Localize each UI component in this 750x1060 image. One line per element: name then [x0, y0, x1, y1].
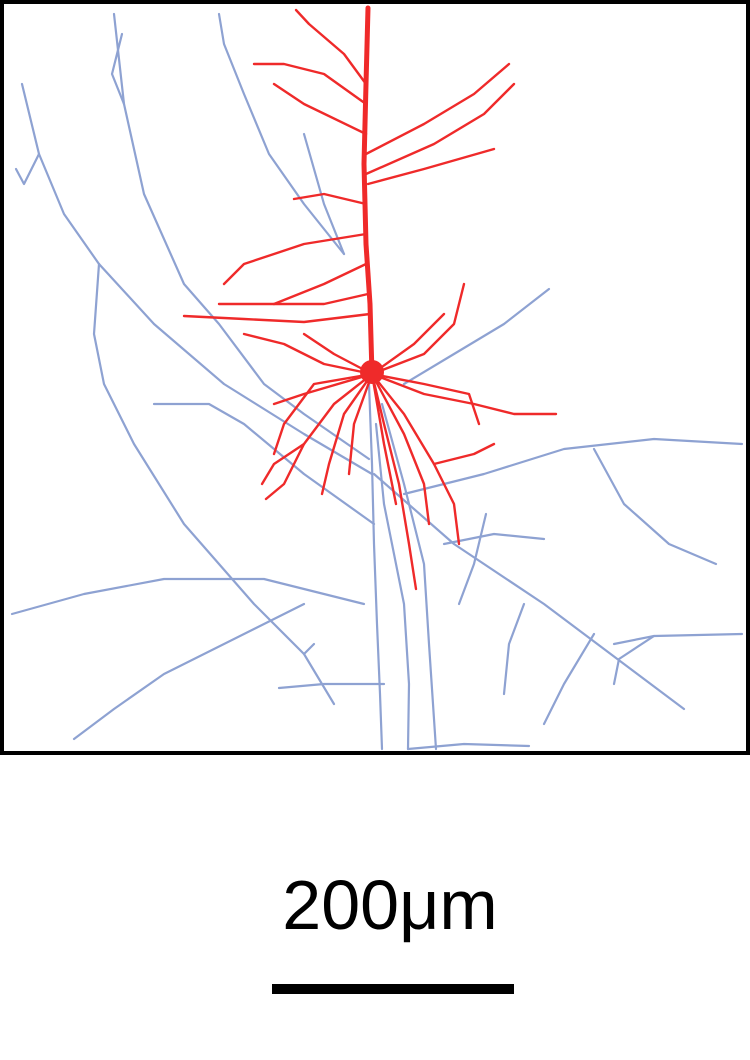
scale-bar	[272, 984, 514, 994]
neuron-reconstruction-panel	[0, 0, 750, 755]
dendrite-arbor	[182, 5, 558, 591]
soma	[360, 360, 384, 384]
axon-arbor	[10, 12, 744, 751]
scale-bar-label: 200μm	[282, 866, 498, 944]
neuron-tracing	[10, 5, 744, 751]
